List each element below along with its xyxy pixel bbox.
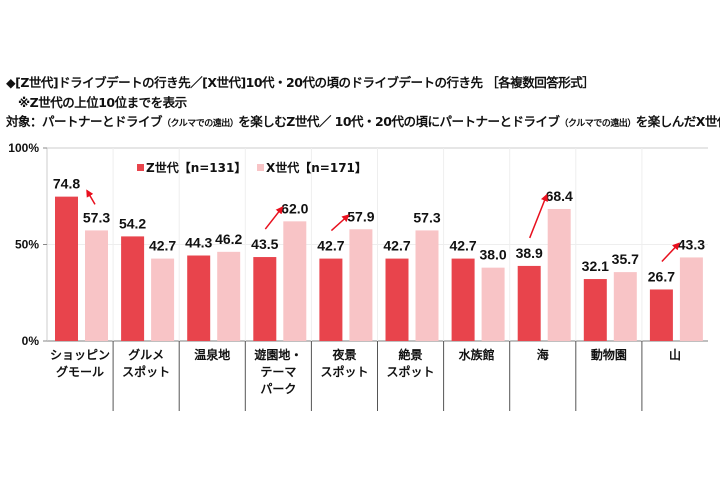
data-label: 42.7 — [149, 238, 176, 254]
bar-x — [85, 230, 108, 341]
data-label: 62.0 — [281, 200, 308, 216]
category-label: 海 — [537, 347, 549, 362]
category-label: スポット — [320, 364, 368, 379]
bar-x — [613, 272, 637, 341]
category-label: ショッピン — [50, 348, 110, 362]
data-label: 57.3 — [83, 209, 110, 225]
bar-z — [121, 236, 145, 341]
data-label: 43.3 — [678, 236, 705, 252]
data-label: 57.9 — [347, 208, 374, 224]
target-text: を楽しむZ世代／ 10代・20代の頃にパートナーとドライブ — [238, 114, 560, 129]
data-label: 44.3 — [185, 235, 212, 251]
data-label: 54.2 — [119, 215, 146, 231]
legend-label: X世代【n=171】 — [266, 160, 367, 175]
legend-swatch — [257, 164, 264, 171]
data-label: 32.1 — [582, 258, 609, 274]
bar-z — [55, 196, 78, 341]
chart-note: ※Z世代の上位10位までを表示 — [18, 95, 187, 110]
y-tick-label: 100% — [8, 141, 39, 155]
arrow-icon — [661, 242, 680, 262]
category-label: 遊園地・ — [254, 347, 302, 362]
target-text: を楽しんだX世代 — [635, 114, 720, 129]
category-label: 山 — [669, 347, 681, 362]
bar-z — [253, 257, 277, 341]
category-label: テーマ — [260, 365, 296, 379]
data-label: 42.7 — [383, 238, 410, 254]
chart-target: 対象：パートナーとドライブ（クルマでの遠出）を楽しむZ世代／ 10代・20代の頃… — [6, 111, 720, 130]
arrow-icon — [86, 189, 96, 205]
category-label: グモール — [56, 364, 104, 379]
bar-z — [319, 258, 343, 341]
data-label: 68.4 — [546, 188, 573, 204]
data-label: 38.9 — [516, 245, 543, 261]
data-label: 42.7 — [449, 238, 476, 254]
arrow-icon — [330, 214, 350, 232]
bar-z — [583, 279, 607, 341]
bar-z — [649, 289, 673, 341]
data-label: 74.8 — [53, 176, 80, 192]
data-label: 57.3 — [413, 209, 440, 225]
data-label: 35.7 — [612, 251, 639, 267]
bar-x — [547, 208, 571, 341]
bar-x — [349, 229, 373, 341]
chart-title: ◆[Z世代]ドライブデートの行き先／[X世代]10代・20代の頃のドライブデート… — [6, 75, 595, 90]
category-label: スポット — [122, 364, 170, 379]
bar-z — [517, 265, 541, 341]
data-label: 38.0 — [479, 247, 506, 263]
bar-x — [415, 230, 439, 341]
target-text: 対象：パートナーとドライブ — [6, 114, 163, 129]
bar-z — [451, 258, 475, 341]
bar-x — [679, 257, 703, 341]
category-label: グルメ — [128, 347, 164, 362]
category-label: 絶景 — [399, 347, 423, 362]
category-label: 夜景 — [331, 347, 356, 362]
bar-x — [217, 251, 241, 341]
bar-x — [283, 221, 307, 341]
category-label: 動物園 — [591, 347, 627, 362]
bar-x — [151, 258, 175, 341]
arrow-icon — [529, 193, 548, 239]
data-label: 43.5 — [251, 236, 278, 252]
data-label: 42.7 — [317, 238, 344, 254]
y-tick-label: 50% — [15, 238, 39, 252]
target-text: （クルマでの遠出） — [162, 119, 239, 129]
legend-swatch — [137, 164, 144, 171]
target-text: （クルマでの遠出） — [559, 119, 636, 129]
category-label: 水族館 — [459, 347, 495, 362]
legend-label: Z世代【n=131】 — [146, 160, 246, 175]
category-label: スポット — [387, 364, 435, 379]
data-label: 26.7 — [648, 268, 675, 284]
bar-z — [187, 255, 211, 341]
category-label: 温泉地 — [194, 347, 230, 362]
category-label: パーク — [260, 382, 296, 396]
bar-x — [481, 267, 505, 341]
bar-z — [385, 258, 409, 341]
data-label: 46.2 — [215, 231, 242, 247]
arrow-icon — [264, 206, 284, 230]
y-tick-label: 0% — [22, 334, 40, 348]
